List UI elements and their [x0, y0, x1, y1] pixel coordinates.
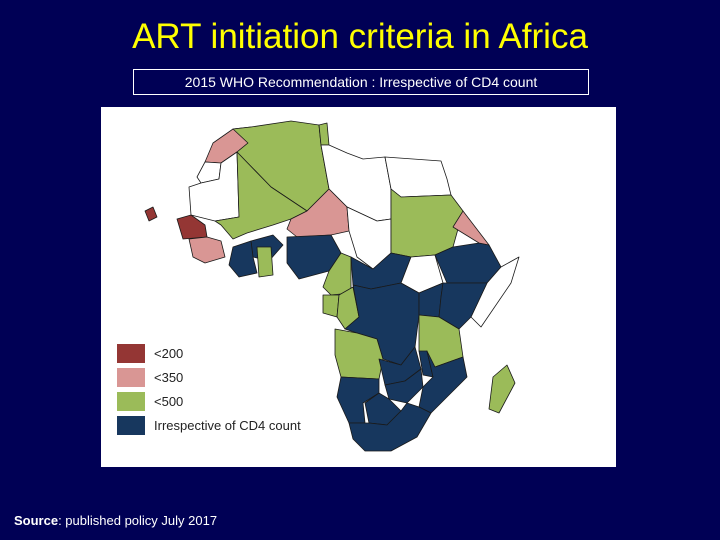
country-ghana	[256, 246, 274, 278]
legend-item-irrespective: Irrespective of CD4 count	[117, 416, 357, 436]
source-label: Source	[14, 513, 59, 528]
country-namibia	[336, 376, 380, 424]
country-guinea	[188, 236, 226, 264]
country-madagascar	[488, 364, 516, 414]
legend-swatch-lt350	[117, 368, 145, 387]
slide-title: ART initiation criteria in Africa	[132, 17, 588, 56]
legend-item-lt500: <500	[117, 392, 357, 412]
country-gabon	[322, 294, 340, 318]
source-note: Source: published policy July 2017	[14, 513, 217, 528]
country-cote-d-ivoire	[228, 240, 258, 278]
legend-label-lt350: <350	[154, 370, 184, 385]
legend-swatch-lt500	[117, 392, 145, 411]
country-south-africa	[348, 402, 432, 452]
country-cape-verde	[144, 206, 158, 222]
country-sudan	[390, 188, 464, 258]
country-tunisia	[318, 122, 330, 146]
country-egypt	[384, 156, 452, 198]
legend-label-lt500: <500	[154, 394, 184, 409]
legend-label-irrespective: Irrespective of CD4 count	[154, 418, 301, 433]
map-panel	[101, 107, 616, 467]
legend-item-lt200: <200	[117, 344, 357, 364]
legend-label-lt200: <200	[154, 346, 184, 361]
source-text: : published policy July 2017	[58, 513, 218, 528]
subtitle-box: 2015 WHO Recommendation : Irrespective o…	[133, 69, 589, 95]
africa-map	[144, 120, 520, 452]
country-mozambique	[418, 350, 468, 414]
country-senegal	[176, 214, 208, 240]
legend-swatch-irrespective	[117, 416, 145, 435]
legend-swatch-lt200	[117, 344, 145, 363]
country-mali	[214, 151, 308, 240]
legend-item-lt350: <350	[117, 368, 357, 388]
country-eritrea	[452, 210, 490, 246]
